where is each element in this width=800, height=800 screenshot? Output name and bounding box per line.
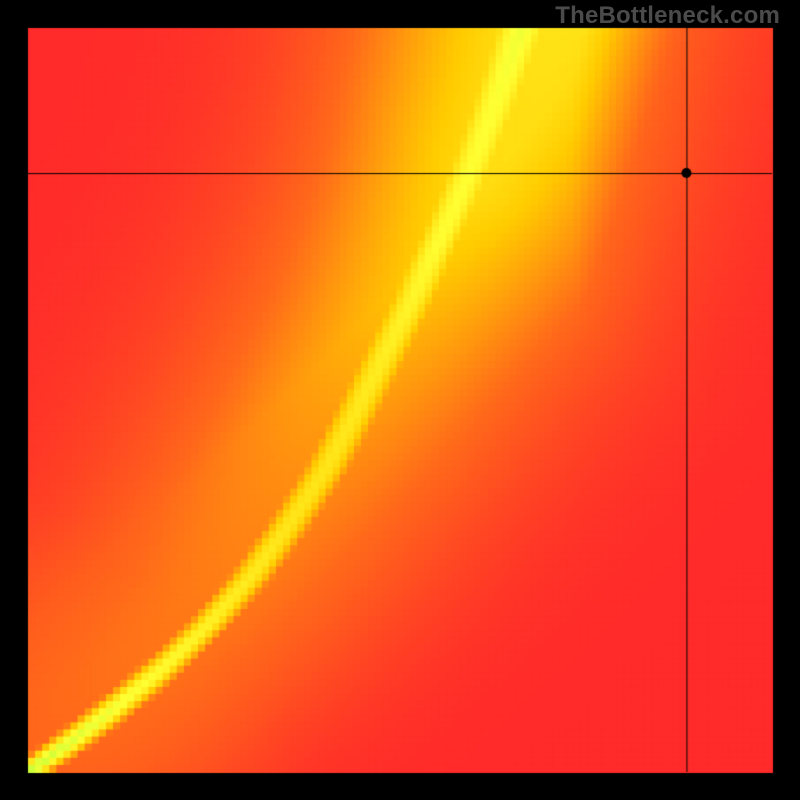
watermark-text: TheBottleneck.com xyxy=(555,2,780,30)
chart-container: TheBottleneck.com xyxy=(0,0,800,800)
bottleneck-heatmap xyxy=(0,0,800,800)
